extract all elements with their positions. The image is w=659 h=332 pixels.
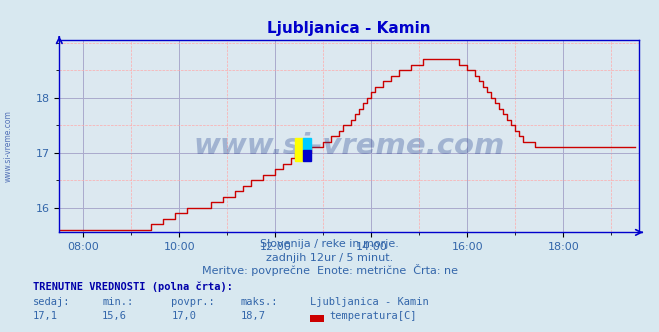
Text: Ljubljanica - Kamin: Ljubljanica - Kamin [310, 297, 428, 307]
Text: 15,6: 15,6 [102, 311, 127, 321]
Text: 17,1: 17,1 [33, 311, 58, 321]
Text: temperatura[C]: temperatura[C] [330, 311, 417, 321]
Text: www.si-vreme.com: www.si-vreme.com [194, 132, 505, 160]
Text: povpr.:: povpr.: [171, 297, 215, 307]
Text: TRENUTNE VREDNOSTI (polna črta):: TRENUTNE VREDNOSTI (polna črta): [33, 282, 233, 292]
Text: 18,7: 18,7 [241, 311, 266, 321]
Text: maks.:: maks.: [241, 297, 278, 307]
Bar [303, 150, 311, 161]
Text: zadnjih 12ur / 5 minut.: zadnjih 12ur / 5 minut. [266, 253, 393, 263]
Bar [303, 138, 311, 150]
Text: Meritve: povprečne  Enote: metrične  Črta: ne: Meritve: povprečne Enote: metrične Črta:… [202, 264, 457, 276]
Text: www.si-vreme.com: www.si-vreme.com [3, 110, 13, 182]
Bar [295, 138, 303, 161]
Text: Slovenija / reke in morje.: Slovenija / reke in morje. [260, 239, 399, 249]
Title: Ljubljanica - Kamin: Ljubljanica - Kamin [268, 21, 431, 36]
Text: sedaj:: sedaj: [33, 297, 71, 307]
Text: min.:: min.: [102, 297, 133, 307]
Text: 17,0: 17,0 [171, 311, 196, 321]
